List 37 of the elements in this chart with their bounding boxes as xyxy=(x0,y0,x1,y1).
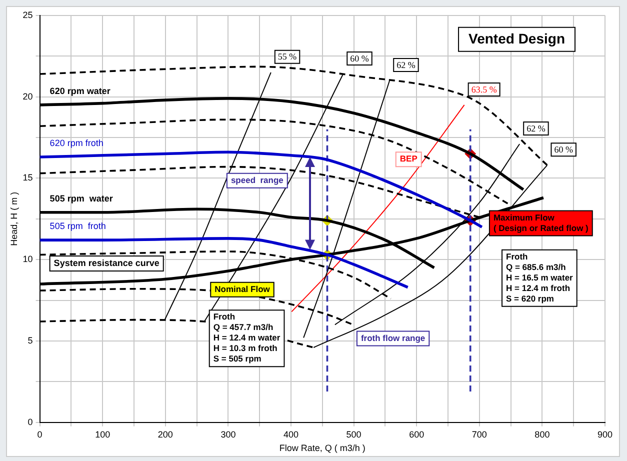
x-tick-label: 200 xyxy=(158,429,173,440)
series-label: 55 % xyxy=(278,52,298,62)
y-tick-label: 20 xyxy=(22,91,33,102)
series-label: 62 % xyxy=(396,60,416,70)
series-label: 505 rpm water xyxy=(50,193,114,204)
y-tick-label: 0 xyxy=(28,416,33,427)
annotation: Nominal Flow xyxy=(214,284,270,294)
annotation: Froth Q = 685.6 m3/h H = 16.5 m water H = 12.4 m froth S = 620 rpm xyxy=(506,251,574,304)
series-label: 505 rpm froth xyxy=(50,221,106,232)
y-tick-label: 25 xyxy=(22,10,33,20)
x-axis-title: Flow Rate, Q ( m3/h ) xyxy=(279,443,366,454)
annotation: Froth Q = 457.7 m3/h H = 12.4 m water H = 10.3 m froth S = 505 rpm xyxy=(213,312,281,364)
y-tick-label: 15 xyxy=(22,172,33,183)
series-label: 62 % xyxy=(526,123,546,134)
x-tick-label: 900 xyxy=(597,429,613,440)
y-axis-title: Head, H ( m ) xyxy=(8,192,19,246)
series-label: 620 rpm froth xyxy=(50,138,104,148)
x-tick-label: 600 xyxy=(409,429,424,440)
series-label: 60 % xyxy=(350,53,370,64)
x-tick-label: 0 xyxy=(37,429,42,440)
annotation: speed range xyxy=(230,174,284,185)
x-tick-label: 800 xyxy=(534,429,550,440)
annotation: Vented Design xyxy=(468,30,565,46)
series-label: System resistance curve xyxy=(54,258,160,268)
annotation: froth flow range xyxy=(360,332,426,343)
x-tick-label: 400 xyxy=(283,429,299,440)
y-tick-label: 5 xyxy=(28,335,33,346)
y-tick-label: 10 xyxy=(22,254,33,264)
series-label: 63.5 % xyxy=(471,84,498,94)
annotation: BEP xyxy=(400,154,418,164)
x-tick-label: 300 xyxy=(220,429,236,440)
x-tick-label: 700 xyxy=(472,429,487,440)
x-tick-label: 500 xyxy=(346,429,362,440)
series-label: 60 % xyxy=(554,144,574,155)
series-label: 620 rpm water xyxy=(50,86,111,96)
x-tick-label: 100 xyxy=(95,429,110,440)
annotation: Maximum Flow ( Design or Rated flow ) xyxy=(493,212,589,233)
